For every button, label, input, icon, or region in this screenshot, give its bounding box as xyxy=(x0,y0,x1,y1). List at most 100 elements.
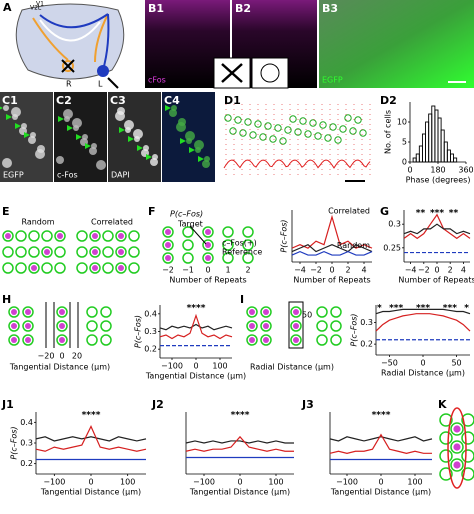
cell xyxy=(246,320,258,332)
x-tick-label: 100 xyxy=(268,478,283,487)
cell xyxy=(439,431,453,445)
cell xyxy=(41,230,53,242)
x-axis-label: Number of Repeats xyxy=(293,276,370,285)
cell xyxy=(54,262,66,274)
cell xyxy=(290,334,302,346)
cell xyxy=(8,320,20,332)
significance: **** xyxy=(187,304,206,314)
panel-label: D2 xyxy=(380,94,397,107)
panel-label: H xyxy=(2,293,11,306)
cell xyxy=(22,306,34,318)
x-tick-label: −50 xyxy=(381,359,398,368)
arrowhead xyxy=(165,105,171,111)
cell-image xyxy=(3,105,9,111)
spike-cell xyxy=(254,120,262,128)
image xyxy=(319,0,474,88)
side-label: R xyxy=(66,80,72,89)
cell-fill xyxy=(293,323,299,329)
cell-fill xyxy=(205,255,211,261)
tick-label: −20 xyxy=(38,352,55,361)
y-tick-label: 5 xyxy=(402,138,407,147)
histogram-bar xyxy=(446,149,451,163)
cell-fill xyxy=(25,323,31,329)
cell-image xyxy=(89,147,97,155)
significance: *** xyxy=(430,209,444,219)
spike-cell xyxy=(324,134,332,142)
panel-label: G xyxy=(380,205,389,218)
axis-label: Tangential Distance (μm) xyxy=(9,363,110,372)
cell xyxy=(15,230,27,242)
condition-label: Random xyxy=(21,218,54,227)
cell xyxy=(100,320,112,332)
cell-fill xyxy=(92,233,98,239)
cell xyxy=(115,262,127,274)
cell xyxy=(260,334,272,346)
spike-cell xyxy=(304,130,312,138)
panel-label: C2 xyxy=(56,94,72,107)
cell xyxy=(242,252,254,264)
cell-fill xyxy=(249,309,255,315)
x-tick-label: 180 xyxy=(430,166,445,175)
series-line xyxy=(35,425,147,452)
cell xyxy=(450,440,464,454)
cell-fill xyxy=(453,461,461,469)
cell xyxy=(450,422,464,436)
series-line xyxy=(403,213,471,240)
x-tick-label: 100 xyxy=(212,362,227,371)
condition-label: Correlated xyxy=(91,218,133,227)
x-axis-label: Radial Distance (μm) xyxy=(381,369,465,378)
spike-cell xyxy=(309,119,317,127)
y-tick-label: 0.3 xyxy=(388,220,401,229)
spike-cell xyxy=(319,121,327,129)
x-tick-label: 0 xyxy=(193,362,198,371)
significance: **** xyxy=(231,411,250,421)
y-tick-label: 0.2 xyxy=(20,459,33,468)
x-tick-label: 100 xyxy=(120,478,135,487)
x-axis-label: Tangential Distance (μm) xyxy=(40,488,141,497)
cell-fill xyxy=(263,309,269,315)
cell xyxy=(260,306,272,318)
cell xyxy=(41,262,53,274)
oscillation xyxy=(223,159,371,169)
cell-fill xyxy=(165,229,171,235)
cell-image xyxy=(63,109,73,119)
spike-cell xyxy=(354,116,362,124)
histogram-bar xyxy=(443,141,448,163)
cell-image xyxy=(82,134,88,140)
inset xyxy=(251,57,289,89)
cell-fill xyxy=(249,337,255,343)
cell-image xyxy=(194,140,204,150)
cell xyxy=(316,334,328,346)
cell xyxy=(439,467,453,481)
cell-image xyxy=(185,131,195,141)
cell xyxy=(290,320,302,332)
cell-fill xyxy=(263,337,269,343)
arrowhead xyxy=(6,114,12,120)
arrowhead xyxy=(180,138,186,144)
cell xyxy=(260,320,272,332)
lesion-mark xyxy=(61,59,75,73)
cell xyxy=(2,262,14,274)
cell xyxy=(128,230,140,242)
series-line xyxy=(329,433,432,454)
panel-label: B1 xyxy=(148,2,164,15)
stain-label: cFos xyxy=(148,76,166,85)
cell-fill xyxy=(57,233,63,239)
histogram-bar xyxy=(415,153,420,163)
series-line xyxy=(291,214,373,249)
y-tick-label: 10 xyxy=(397,118,407,127)
cell-image xyxy=(56,156,64,164)
series-label: Correlated xyxy=(328,206,370,215)
cell xyxy=(246,306,258,318)
lesion-mark xyxy=(221,63,243,83)
cell xyxy=(8,334,20,346)
cell xyxy=(2,246,14,258)
cell-image xyxy=(117,107,125,115)
y-axis-label: P(c–Fos) xyxy=(280,219,289,252)
cell xyxy=(86,306,98,318)
series-line xyxy=(329,436,433,442)
cell xyxy=(76,230,88,242)
axis-label: Radial Distance (μm) xyxy=(250,363,334,372)
cell xyxy=(2,230,14,242)
arrowhead xyxy=(137,145,143,151)
